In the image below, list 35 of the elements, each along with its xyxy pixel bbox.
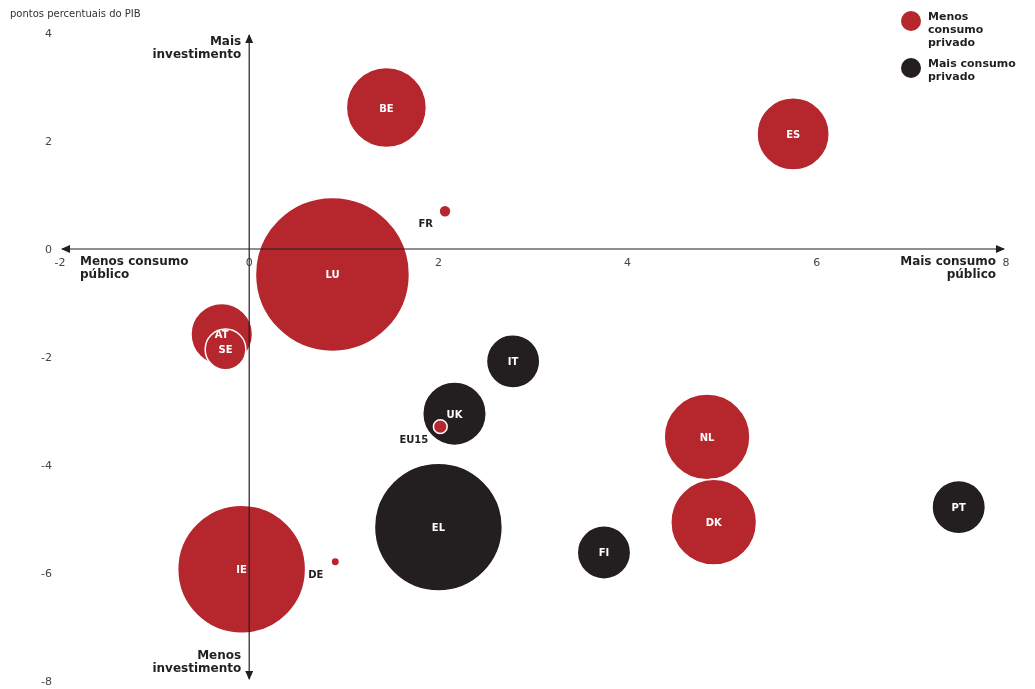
annotation: DE xyxy=(308,568,324,580)
annotation: FI xyxy=(598,547,610,559)
annotation: IT xyxy=(507,356,519,368)
annotation: FR xyxy=(418,218,434,230)
annotation: Menos consumo público xyxy=(80,254,190,281)
y-tick-label: 0 xyxy=(45,242,52,256)
annotation: ES xyxy=(786,128,801,140)
y-axis-title: pontos percentuais do PIB xyxy=(10,8,141,19)
x-tick-label: 8 xyxy=(1002,256,1010,269)
annotation: EL xyxy=(431,522,446,534)
annotation: SE xyxy=(218,344,233,356)
annotation: UK xyxy=(446,408,464,420)
y-tick-label: 4 xyxy=(45,26,52,40)
y-tick-label: -8 xyxy=(41,674,52,688)
annotation: DK xyxy=(705,517,723,529)
annotation: BE xyxy=(379,102,394,114)
x-tick-label: 6 xyxy=(813,256,821,269)
annotation: LU xyxy=(325,269,340,281)
x-tick-label: -2 xyxy=(54,256,66,269)
annotation: NL xyxy=(699,431,716,443)
annotation: EU15 xyxy=(399,433,429,445)
annotation: Menos investimento xyxy=(151,648,242,675)
y-tick-label: -6 xyxy=(41,566,52,580)
annotation: Mais consumo público xyxy=(899,254,996,281)
y-tick-label: -2 xyxy=(41,350,52,364)
annotation: Mais investimento xyxy=(151,34,242,61)
x-tick-label: 4 xyxy=(624,256,632,269)
y-tick-label: 2 xyxy=(45,134,52,148)
annotation: AT xyxy=(214,329,229,341)
y-tick-label: -4 xyxy=(41,458,52,472)
legend-label: Mais consumo privado xyxy=(928,57,1017,83)
annotation: IE xyxy=(236,564,248,576)
legend-label: Menos consumo privado xyxy=(928,10,985,49)
x-tick-label: 2 xyxy=(434,256,442,269)
annotation: PT xyxy=(951,502,966,514)
